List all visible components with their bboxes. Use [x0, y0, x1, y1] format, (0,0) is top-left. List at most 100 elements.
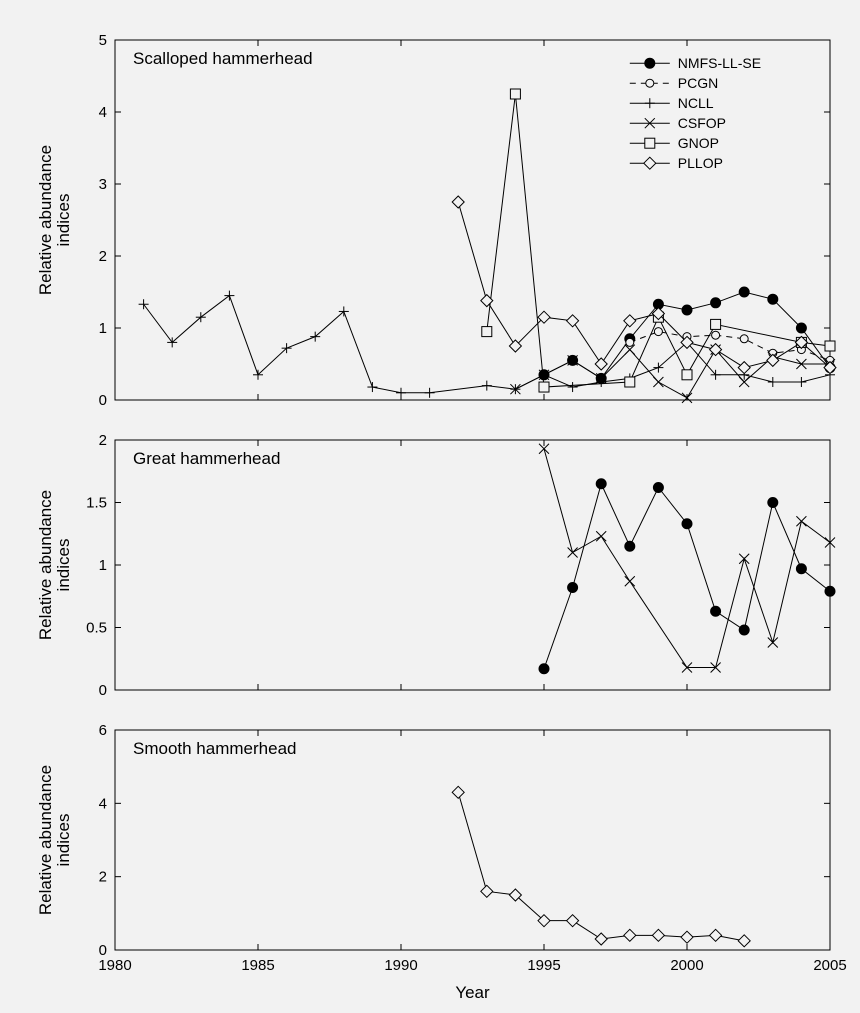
ytick-label: 1 [99, 320, 107, 337]
series-line-NMFS-LL-SE [544, 484, 830, 669]
panel-title: Smooth hammerhead [133, 739, 296, 758]
series-marker-NMFS-LL-SE [796, 323, 806, 333]
series-marker-NCLL [367, 382, 377, 392]
ytick-label: 3 [99, 176, 107, 193]
legend-label: GNOP [678, 135, 719, 151]
plot-box [115, 730, 830, 950]
series-marker-PLLOP [595, 358, 607, 370]
ytick-label: 2 [99, 869, 107, 886]
series-marker-GNOP [625, 377, 635, 387]
series-marker-GNOP [682, 370, 692, 380]
legend-label: NMFS-LL-SE [678, 55, 761, 71]
series-marker-PLLOP [567, 315, 579, 327]
series-marker-NCLL [568, 382, 578, 392]
series-marker-NMFS-LL-SE [568, 583, 578, 593]
figure-svg: 0 1 2 3 4 5 Relative abundanceindices Scalloped… [0, 0, 860, 1013]
series-marker-NMFS-LL-SE [682, 519, 692, 529]
y-axis-label: Relative abundanceindices [36, 765, 73, 915]
series-marker-NMFS-LL-SE [653, 483, 663, 493]
series-marker-PLLOP [652, 929, 664, 941]
series-marker-CSFOP [739, 554, 749, 564]
series-marker-NCLL [425, 388, 435, 398]
series-marker-GNOP [482, 327, 492, 337]
series-marker-GNOP [510, 89, 520, 99]
series-marker-PLLOP [681, 931, 693, 943]
series-marker-PLLOP [567, 915, 579, 927]
xtick-label: 1995 [527, 957, 560, 974]
legend-label: PCGN [678, 75, 718, 91]
series-marker-NCLL [768, 377, 778, 387]
series-line-GNOP [487, 94, 830, 387]
series-marker-CSFOP [596, 531, 606, 541]
series-marker-PLLOP [710, 929, 722, 941]
y-axis-label: Relative abundanceindices [36, 145, 73, 295]
figure-container: 0 1 2 3 4 5 Relative abundanceindices Scalloped… [0, 0, 860, 1013]
series-marker-NCLL [224, 291, 234, 301]
series-marker-NMFS-LL-SE [682, 305, 692, 315]
series-marker-NMFS-LL-SE [739, 287, 749, 297]
ytick-label: 4 [99, 104, 107, 121]
series-marker-GNOP [711, 319, 721, 329]
ytick-label: 5 [99, 32, 107, 49]
series-marker-NMFS-LL-SE [539, 664, 549, 674]
xtick-label: 1980 [98, 957, 131, 974]
series-marker-PCGN [654, 328, 662, 336]
legend-label: NCLL [678, 95, 714, 111]
ytick-label: 0 [99, 392, 107, 409]
series-marker-NCLL [796, 377, 806, 387]
ytick-label: 0.5 [86, 620, 107, 637]
ytick-label: 2 [99, 248, 107, 265]
xtick-label: 2000 [670, 957, 703, 974]
y-axis-label: Relative abundanceindices [36, 490, 73, 640]
ytick-label: 1.5 [86, 495, 107, 512]
series-marker-PLLOP [595, 933, 607, 945]
series-line-CSFOP [544, 449, 830, 668]
series-marker-PLLOP [767, 354, 779, 366]
xtick-label: 2005 [813, 957, 846, 974]
series-line-NCLL [144, 296, 830, 393]
plot-box [115, 440, 830, 690]
ytick-label: 0 [99, 682, 107, 699]
ytick-label: 4 [99, 795, 107, 812]
series-marker-NMFS-LL-SE [625, 541, 635, 551]
series-line-PLLOP [458, 792, 744, 941]
ytick-label: 2 [99, 432, 107, 449]
ytick-label: 6 [99, 722, 107, 739]
series-marker-NCLL [396, 388, 406, 398]
series-line-CSFOP [515, 350, 830, 398]
series-marker-PLLOP [481, 885, 493, 897]
series-marker-PCGN [712, 331, 720, 339]
series-marker-PLLOP [738, 362, 750, 374]
series-marker-GNOP [539, 382, 549, 392]
series-marker-NMFS-LL-SE [796, 564, 806, 574]
x-axis-label: Year [455, 983, 490, 1002]
legend: NMFS-LL-SE PCGN NCLL CSFOP GNOP PLLOP [630, 55, 761, 171]
series-marker-PLLOP [452, 196, 464, 208]
series-marker-NCLL [482, 381, 492, 391]
series-marker-NMFS-LL-SE [739, 625, 749, 635]
series-marker-NMFS-LL-SE [825, 586, 835, 596]
panel-smooth: 1980198519901995200020050246Relative abu… [36, 722, 847, 974]
series-marker-CSFOP [768, 638, 778, 648]
legend-label: CSFOP [678, 115, 726, 131]
series-marker-CSFOP [796, 516, 806, 526]
series-marker-CSFOP [568, 548, 578, 558]
series-marker-CSFOP [653, 377, 663, 387]
panel-title: Great hammerhead [133, 449, 280, 468]
series-marker-NMFS-LL-SE [711, 606, 721, 616]
series-marker-PCGN [740, 335, 748, 343]
series-marker-NCLL [139, 299, 149, 309]
series-marker-PLLOP [738, 935, 750, 947]
panel-title: Scalloped hammerhead [133, 49, 313, 68]
panel-great: 00.511.52Relative abundanceindicesGreat … [36, 432, 835, 699]
xtick-label: 1990 [384, 957, 417, 974]
series-marker-PLLOP [624, 315, 636, 327]
series-marker-CSFOP [625, 576, 635, 586]
series-marker-PLLOP [624, 929, 636, 941]
series-marker-PCGN [626, 338, 634, 346]
series-marker-NMFS-LL-SE [768, 294, 778, 304]
series-marker-GNOP [825, 341, 835, 351]
plot-box [115, 40, 830, 400]
series-marker-PLLOP [452, 786, 464, 798]
legend-label: PLLOP [678, 155, 723, 171]
